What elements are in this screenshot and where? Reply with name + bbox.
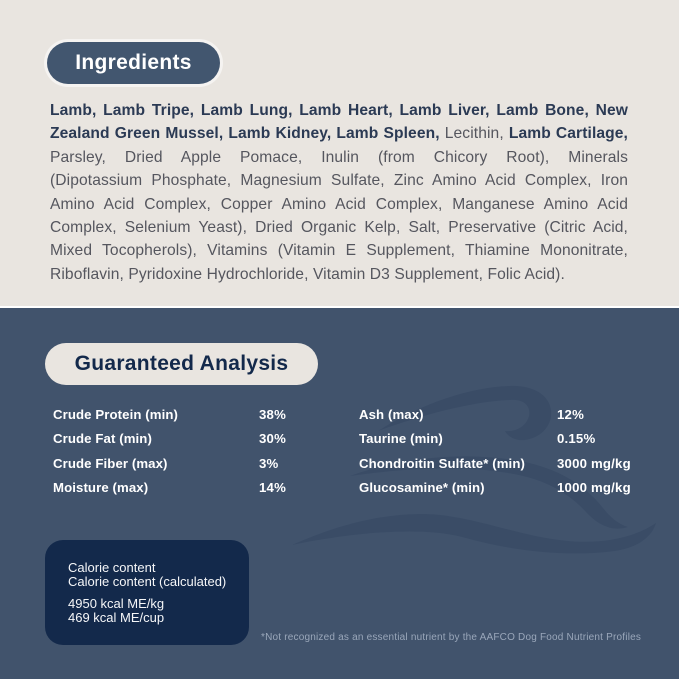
analysis-row: Glucosamine* (min) 1000 mg/kg bbox=[359, 476, 649, 501]
calorie-title-line: Calorie content (calculated) bbox=[68, 573, 227, 589]
analysis-row: Ash (max) 12% bbox=[359, 402, 649, 427]
ingredients-line: Lamb, Lamb Tripe, Lamb Lung, Lamb Heart,… bbox=[50, 102, 628, 119]
nutrient-value: 0.15% bbox=[557, 431, 596, 447]
ingredients-line: Complex, Selenium Yeast), Dried Organic … bbox=[50, 219, 628, 237]
nutrient-value: 3000 mg/kg bbox=[557, 455, 631, 471]
ingredients-line: Parsley, Dried Apple Pomace, Inulin (fro… bbox=[50, 148, 628, 166]
calorie-title-line: Calorie content bbox=[68, 560, 156, 575]
nutrient-value: 30% bbox=[259, 431, 286, 447]
ingredients-heading: Ingredients bbox=[75, 51, 192, 74]
nutrient-value: 12% bbox=[557, 406, 584, 422]
ingredients-line: Riboflavin, Pyridoxine Hydrochloride, Vi… bbox=[50, 265, 565, 283]
guaranteed-analysis-heading: Guaranteed Analysis bbox=[74, 352, 289, 375]
nutrient-label: Crude Fiber (max) bbox=[53, 455, 168, 471]
nutrient-label: Chondroitin Sulfate* (min) bbox=[359, 455, 525, 471]
ingredients-line: (Dipotassium Phosphate, Magnesium Sulfat… bbox=[50, 172, 628, 190]
nutrient-value: 38% bbox=[259, 406, 286, 422]
guaranteed-analysis-section: Guaranteed Analysis Crude Protein (min) 3… bbox=[0, 308, 679, 679]
ingredients-paragraph: Lamb, Lamb Tripe, Lamb Lung, Lamb Heart,… bbox=[50, 99, 628, 286]
nutrient-label: Ash (max) bbox=[359, 406, 424, 422]
analysis-row: Chondroitin Sulfate* (min) 3000 mg/kg bbox=[359, 451, 649, 476]
nutrient-value: 3% bbox=[259, 455, 279, 471]
analysis-row: Crude Protein (min) 38% bbox=[53, 402, 343, 427]
analysis-row: Taurine (min) 0.15% bbox=[359, 427, 649, 452]
analysis-column-right: Ash (max) 12% Taurine (min) 0.15% Chondroiti… bbox=[359, 402, 649, 500]
analysis-column-left: Crude Protein (min) 38% Crude Fat (min) 30%… bbox=[53, 402, 343, 500]
guaranteed-analysis-heading-pill: Guaranteed Analysis bbox=[45, 343, 318, 385]
nutrient-label: Glucosamine* (min) bbox=[359, 480, 485, 496]
ingredients-line: Amino Acid Complex, Copper Amino Acid Co… bbox=[50, 195, 628, 213]
analysis-row: Crude Fiber (max) 3% bbox=[53, 451, 343, 476]
calorie-content-box: Calorie content Calorie content (calculat… bbox=[45, 540, 249, 645]
aafco-footnote: *Not recognized as an essential nutrient… bbox=[261, 632, 642, 643]
nutrient-label: Crude Protein (min) bbox=[53, 406, 178, 422]
nutrient-label: Taurine (min) bbox=[359, 431, 443, 447]
ingredients-line: Mixed Tocopherols), Vitamins (Vitamin E … bbox=[50, 242, 628, 260]
nutrient-value: 1000 mg/kg bbox=[557, 480, 631, 496]
calorie-value-line: 4950 kcal ME/kg bbox=[68, 596, 165, 612]
analysis-row: Crude Fat (min) 30% bbox=[53, 427, 343, 452]
calorie-value-line: 469 kcal ME/cup bbox=[68, 609, 165, 625]
analysis-row: Moisture (max) 14% bbox=[53, 476, 343, 501]
ingredients-section: Ingredients Lamb, Lamb Tripe, Lamb Lung,… bbox=[0, 0, 679, 308]
ingredients-heading-pill: Ingredients bbox=[47, 42, 220, 84]
ingredients-line: Zealand Green Mussel, Lamb Kidney, Lamb … bbox=[50, 125, 628, 143]
nutrient-label: Crude Fat (min) bbox=[53, 431, 152, 447]
nutrient-label: Moisture (max) bbox=[53, 480, 149, 496]
nutrient-value: 14% bbox=[259, 480, 286, 496]
